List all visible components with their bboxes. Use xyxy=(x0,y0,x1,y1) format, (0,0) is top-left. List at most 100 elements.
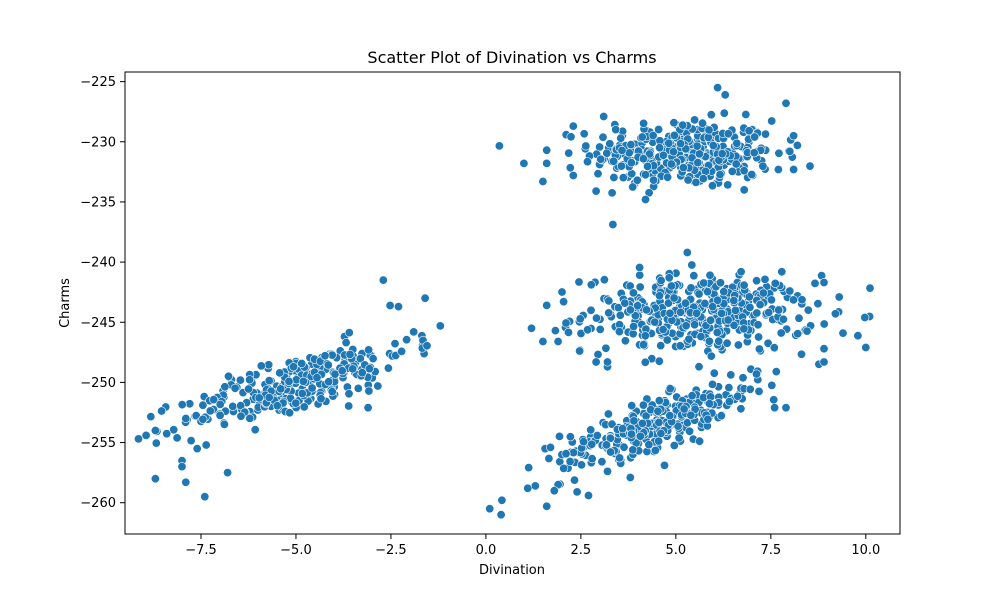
data-point xyxy=(256,361,266,371)
data-point xyxy=(802,326,812,336)
data-point xyxy=(732,138,742,148)
data-point xyxy=(694,289,704,299)
data-point xyxy=(236,411,246,421)
data-point xyxy=(363,403,373,413)
data-point xyxy=(568,448,578,458)
data-point xyxy=(575,346,585,356)
data-point xyxy=(422,341,432,351)
data-point xyxy=(264,376,274,386)
data-point xyxy=(747,170,757,180)
data-point xyxy=(592,430,602,440)
data-point xyxy=(364,386,374,396)
data-point xyxy=(750,132,760,142)
data-point xyxy=(709,368,719,378)
data-point xyxy=(744,292,754,302)
data-point xyxy=(695,436,705,446)
data-point xyxy=(663,298,673,308)
x-tick-label: −5.0 xyxy=(280,543,312,558)
data-point xyxy=(679,404,689,414)
data-point xyxy=(276,384,286,394)
data-point xyxy=(819,277,829,287)
data-point xyxy=(654,436,664,446)
data-point xyxy=(625,472,635,482)
data-point xyxy=(561,318,571,328)
data-point xyxy=(803,305,813,315)
data-point xyxy=(689,271,699,281)
data-point xyxy=(572,487,582,497)
data-point xyxy=(186,436,196,446)
y-tick-label: −255 xyxy=(80,436,116,451)
data-point xyxy=(674,433,684,443)
data-point xyxy=(564,148,574,158)
y-tick-label: −260 xyxy=(80,496,116,511)
data-point xyxy=(745,384,755,394)
data-point xyxy=(719,287,729,297)
data-point xyxy=(655,143,665,153)
x-axis: −7.5 −5.0 −2.5 0.0 2.5 5.0 7.5 10.0 xyxy=(185,534,880,558)
data-point xyxy=(603,409,613,419)
data-point xyxy=(327,387,337,397)
data-point xyxy=(538,336,548,346)
data-point xyxy=(581,141,591,151)
data-point xyxy=(236,401,246,411)
y-tick-label: −235 xyxy=(80,195,116,210)
y-tick-label: −245 xyxy=(80,316,116,331)
data-point xyxy=(598,132,608,142)
data-point xyxy=(770,278,780,288)
data-point xyxy=(696,331,706,341)
data-point xyxy=(542,145,552,155)
data-point xyxy=(669,440,679,450)
data-point xyxy=(597,457,607,467)
data-point xyxy=(773,165,783,175)
data-point xyxy=(715,278,725,288)
y-axis: −225 −230 −235 −240 −245 −250 −255 −260 xyxy=(80,75,125,511)
data-point xyxy=(708,302,718,312)
data-point xyxy=(733,340,743,350)
data-point xyxy=(751,369,761,379)
data-point xyxy=(355,354,365,364)
data-point xyxy=(819,344,829,354)
data-point xyxy=(134,434,144,444)
data-point xyxy=(568,121,578,131)
data-point xyxy=(654,291,664,301)
data-point xyxy=(230,383,240,393)
data-point xyxy=(656,428,666,438)
y-tick-label: −240 xyxy=(80,256,116,271)
data-point xyxy=(654,125,664,135)
data-point xyxy=(665,308,675,318)
data-point xyxy=(345,349,355,359)
data-point xyxy=(766,295,776,305)
data-point xyxy=(385,300,395,310)
data-point xyxy=(666,281,676,291)
data-point xyxy=(219,419,229,429)
data-point xyxy=(676,139,686,149)
data-point xyxy=(224,371,234,381)
data-point xyxy=(700,298,710,308)
data-point xyxy=(796,349,806,359)
data-point xyxy=(754,332,764,342)
data-point xyxy=(687,153,697,163)
data-point xyxy=(609,156,619,166)
data-point xyxy=(777,267,787,277)
data-point xyxy=(549,486,559,496)
data-point xyxy=(151,438,161,448)
data-point xyxy=(853,331,863,341)
x-tick-label: 5.0 xyxy=(666,543,687,558)
data-point xyxy=(628,182,638,192)
data-point xyxy=(284,376,294,386)
data-point xyxy=(638,340,648,350)
data-point xyxy=(682,248,692,258)
data-point xyxy=(616,161,626,171)
data-point xyxy=(724,383,734,393)
data-point xyxy=(675,307,685,317)
data-point xyxy=(591,313,601,323)
data-point xyxy=(838,328,848,338)
data-point xyxy=(602,357,612,367)
data-point xyxy=(215,410,225,420)
data-point xyxy=(605,139,615,149)
data-point xyxy=(693,158,703,168)
data-point xyxy=(769,395,779,405)
data-point xyxy=(615,310,625,320)
x-tick-label: 7.5 xyxy=(760,543,781,558)
data-point xyxy=(726,370,736,380)
